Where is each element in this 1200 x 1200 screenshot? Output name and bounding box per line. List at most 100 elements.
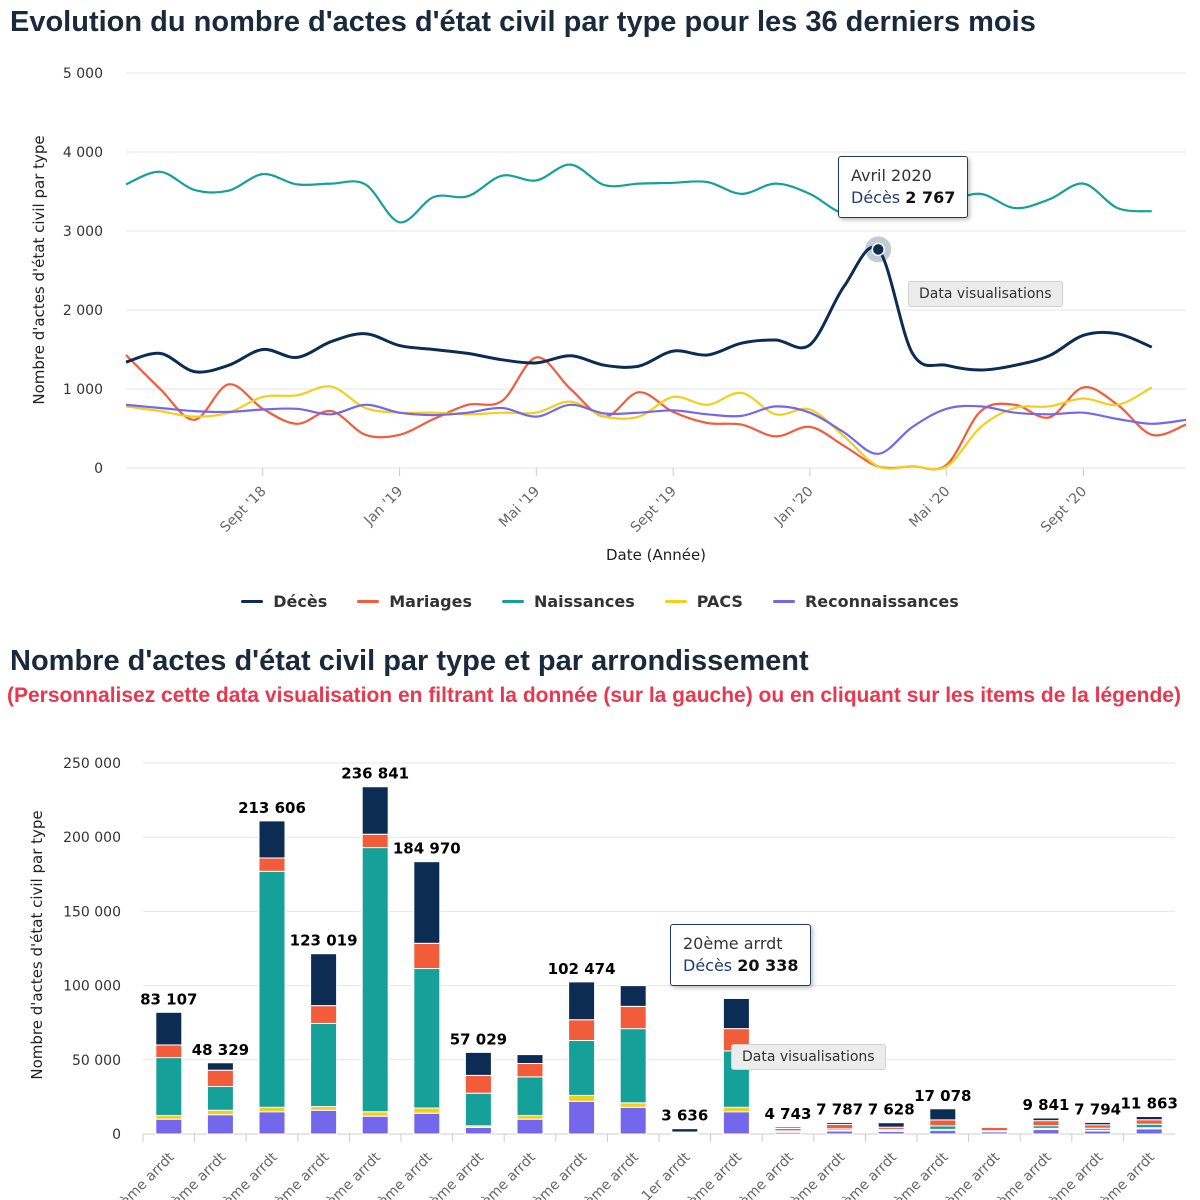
bar-segment-mariages [1032, 1120, 1060, 1127]
line-tooltip-header: Avril 2020 [851, 166, 932, 185]
line-tooltip-value: 2 767 [905, 188, 956, 207]
line-chart-hover-marker [865, 236, 892, 263]
bar-total-label: 48 329 [192, 1041, 249, 1059]
bar-segment-naissances [155, 1057, 183, 1116]
line-y-tick-label: 3 000 [63, 224, 103, 240]
bar-segment-dcs [929, 1108, 957, 1121]
bar-segment-dcs [258, 820, 286, 859]
line-x-tick-label: Sept '19 [628, 484, 680, 536]
bar-segment-reconnaissances [155, 1118, 183, 1135]
bar-segment-reconnaissances [413, 1112, 441, 1135]
bar-chart-y-ticks: 0 50 000 100 000 150 000 200 000 250 000 [63, 756, 121, 1143]
line-hover-point [871, 242, 886, 257]
bar-x-tick-label: ème arrdt [943, 1149, 1004, 1200]
bar-chart-subtitle: (Personnalisez cette data visualisation … [7, 684, 1181, 707]
bar-total-label: 17 078 [914, 1087, 971, 1105]
bar-segment-mariages [980, 1126, 1008, 1132]
bar-segment-naissances [774, 1130, 802, 1133]
bar-x-tick-label: ème arrdt [530, 1149, 591, 1200]
bar-segment-dcs [1084, 1121, 1112, 1126]
line-x-tick-label: Sept '18 [217, 484, 269, 536]
bar-segment-dcs [619, 985, 647, 1007]
legend-item-dcs[interactable]: Décès [241, 592, 327, 611]
bar-total-label: 7 787 [816, 1100, 863, 1118]
bar-segment-reconnaissances [1032, 1129, 1060, 1135]
bar-segment-mariages [774, 1128, 802, 1132]
bar-segment-reconnaissances [1135, 1128, 1163, 1135]
bar-segment-dcs [413, 861, 441, 944]
bar-chart-y-axis-label: Nombre d'actes d'état civil par type [28, 810, 46, 1079]
legend-item-reconnaissances[interactable]: Reconnaissances [772, 592, 959, 611]
line-chart[interactable]: 0 1 000 2 000 3 000 4 000 5 000 Sept '18 Jan '… [0, 0, 1200, 640]
legend-swatch [241, 600, 264, 603]
bar-segment-mariages [619, 1005, 647, 1030]
line-series-pacs [125, 385, 1153, 471]
bar-segment-mariages [155, 1044, 183, 1059]
bar-chart-tooltip: 20ème arrdt Décès 20 338 [670, 924, 812, 986]
bar-total-label: 3 636 [661, 1107, 708, 1125]
legend-swatch [501, 600, 524, 603]
line-y-tick-label: 1 000 [63, 382, 103, 398]
bar-segment-naissances [206, 1086, 234, 1111]
bar-segment-reconnaissances [722, 1111, 750, 1135]
legend-item-pacs[interactable]: PACS [664, 592, 743, 611]
bar-segment-pacs [206, 1109, 234, 1116]
bar-tooltip-value: 20 338 [737, 956, 799, 975]
line-x-tick-label: Jan '20 [771, 484, 817, 530]
bar-y-tick-label: 150 000 [63, 904, 121, 920]
bar-segment-dcs [361, 786, 389, 835]
bar-segment-reconnaissances [206, 1114, 234, 1135]
bar-segment-dcs [877, 1122, 905, 1128]
bar-segment-pacs [877, 1130, 905, 1132]
line-chart-legend: Décès Mariages Naissances PACS Reconnaissanc… [0, 592, 1200, 611]
bar-segment-naissances [929, 1125, 957, 1130]
bar-segment-dcs [1135, 1115, 1163, 1121]
bar-segment-reconnaissances [774, 1131, 802, 1135]
line-series-dcs [125, 245, 1153, 374]
bar-segment-reconnaissances [929, 1129, 957, 1135]
bar-x-tick-label: ème arrdt [685, 1149, 746, 1200]
bar-segment-reconnaissances [568, 1100, 596, 1135]
legend-item-mariages[interactable]: Mariages [357, 592, 472, 611]
bar-segment-naissances [464, 1092, 492, 1127]
legend-label: PACS [696, 592, 743, 611]
bar-segment-naissances [877, 1128, 905, 1132]
bar-segment-mariages [826, 1123, 854, 1130]
bar-total-label: 123 019 [290, 932, 358, 950]
bar-chart-total-labels: 83 107 48 329 213 606 123 019 236 841 184 970… [140, 765, 1178, 1125]
bar-total-label: 102 474 [548, 960, 616, 978]
legend-swatch [357, 600, 380, 603]
bar-segment-pacs [258, 1106, 286, 1113]
line-series-reconnaissances [125, 403, 1187, 455]
bar-segment-reconnaissances [361, 1115, 389, 1135]
legend-swatch [772, 600, 795, 603]
line-chart-y-axis-label: Nombre d'actes d'état civil par type [30, 135, 48, 404]
bar-segment-mariages [1084, 1124, 1112, 1129]
line-tooltip-series: Décès [851, 188, 901, 207]
bar-x-tick-label: ème arrdt [375, 1149, 436, 1200]
bar-y-tick-label: 250 000 [63, 756, 121, 772]
bar-segment-mariages [464, 1074, 492, 1094]
bar-segment-mariages [929, 1119, 957, 1127]
bar-segment-dcs [1032, 1117, 1060, 1122]
line-x-tick-label: Mai '19 [496, 484, 543, 531]
line-chart-grid [126, 72, 1186, 469]
bar-total-label: 57 029 [450, 1030, 507, 1048]
bar-segment-dcs [671, 1128, 699, 1133]
bar-segment-pacs [1032, 1127, 1060, 1131]
legend-item-naissances[interactable]: Naissances [501, 592, 635, 611]
bar-total-label: 7 628 [868, 1101, 915, 1119]
bar-segment-mariages [671, 1131, 699, 1134]
bar-segment-pacs [826, 1129, 854, 1132]
legend-swatch [664, 600, 687, 603]
bar-total-label: 83 107 [140, 990, 197, 1008]
bar-total-label: 9 841 [1023, 1096, 1070, 1114]
bar-segment-mariages [568, 1019, 596, 1042]
legend-label: Naissances [533, 592, 635, 611]
bar-segment-mariages [413, 942, 441, 970]
bar-tooltip-header: 20ème arrdt [683, 934, 783, 953]
bar-segment-pacs [464, 1125, 492, 1128]
line-y-tick-label: 2 000 [63, 303, 103, 319]
bar-segment-reconnaissances [310, 1109, 338, 1135]
legend-label: Reconnaissances [804, 592, 959, 611]
